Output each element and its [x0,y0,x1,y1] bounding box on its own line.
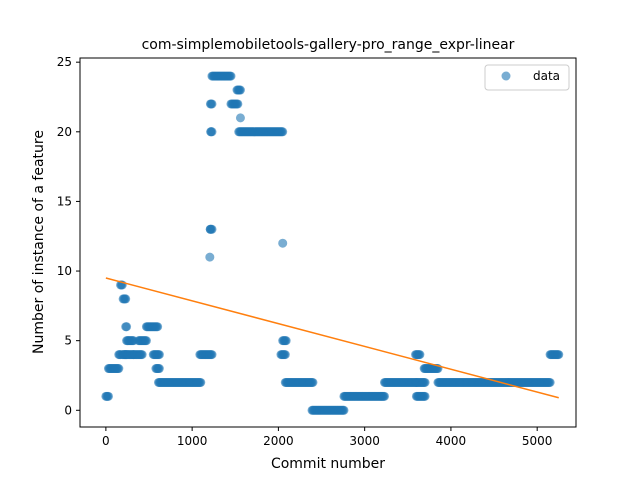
data-point [207,350,217,360]
data-point [233,99,243,109]
x-tick-label: 3000 [349,434,380,448]
data-point [141,336,151,346]
data-point [278,127,288,137]
chart-title: com-simplemobiletools-gallery-pro_range_… [142,37,515,53]
data-point [137,350,147,360]
y-tick-label: 20 [57,125,72,139]
data-point [103,391,113,401]
data-point [114,364,124,374]
data-point [545,377,555,387]
data-point [206,127,216,137]
data-point [554,350,564,360]
legend-marker-data [501,71,511,81]
y-tick-label: 5 [64,334,72,348]
y-tick-label: 15 [57,194,72,208]
data-point [281,336,291,346]
data-point [415,350,425,360]
data-point [226,71,236,81]
legend: data [484,64,570,91]
x-axis-label: Commit number [271,456,385,472]
data-point [380,391,390,401]
data-point [420,377,430,387]
y-axis-label: Number of instance of a feature [31,130,47,354]
data-point [196,377,206,387]
x-tick-label: 2000 [263,434,294,448]
data-point [154,364,164,374]
linear-fit-line [105,277,559,399]
x-tick-label: 4000 [436,434,467,448]
data-point [153,322,163,332]
x-tick-label: 1000 [177,434,208,448]
data-point [235,113,245,123]
plot-frame [79,57,577,428]
data-point [339,405,349,415]
x-tick-label: 5000 [522,434,553,448]
data-point [235,85,245,95]
x-axis: 0 1000 2000 3000 4000 5000 [102,427,552,448]
y-tick-label: 25 [57,55,72,69]
x-tick-label: 0 [102,434,110,448]
y-axis: 0 5 10 15 20 25 [57,55,80,417]
data-point [154,350,164,360]
data-point [280,350,290,360]
data-point [205,99,215,109]
data-point [278,238,288,248]
plot-area [101,71,564,415]
y-tick-label: 0 [64,403,72,417]
data-point [205,224,215,234]
data-point [420,391,430,401]
y-tick-label: 10 [57,264,72,278]
legend-box [484,64,570,91]
legend-label-data: data [533,69,560,83]
data-point [121,294,131,304]
data-point [122,322,132,332]
data-point [308,377,318,387]
data-point [205,252,215,262]
